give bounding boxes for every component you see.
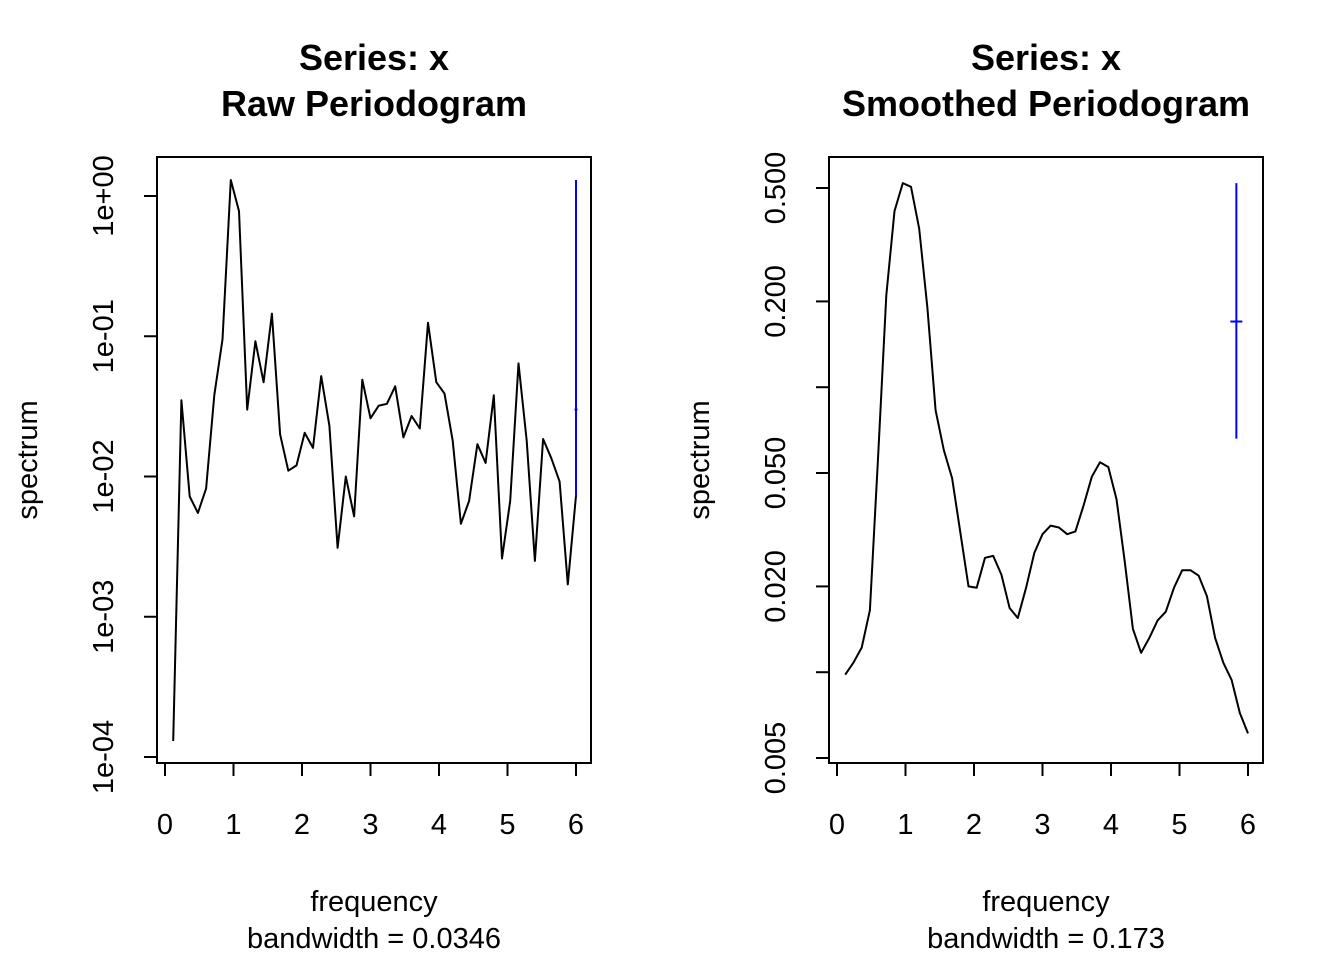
y-tick-label: 0.050 [760,437,792,510]
x-tick-label: 3 [362,809,378,841]
panel1-y-axis: 1e-04 1e-03 1e-02 1e-01 1e+00 [88,155,158,794]
x-tick-label: 5 [1171,809,1187,841]
panel1-x-axis: 0 1 2 3 4 5 6 [157,762,584,841]
x-tick-label: 5 [499,809,515,841]
y-tick-label: 1e-03 [88,580,120,654]
panel1-xlabel: frequency [310,886,438,918]
panel2-title: Series: x [971,37,1121,78]
y-tick-label: 1e-01 [88,299,120,373]
panel1-ci-bar [574,180,578,497]
y-tick-label: 1e-04 [88,720,120,794]
x-tick-label: 4 [1103,809,1119,841]
x-tick-label: 0 [829,809,845,841]
x-tick-label: 4 [431,809,447,841]
x-tick-label: 2 [294,809,310,841]
panel1-subtitle: Raw Periodogram [221,83,527,124]
y-tick-label: 0.500 [760,152,792,225]
panel1-bandwidth-label: bandwidth = 0.0346 [247,923,501,955]
panel2-y-axis: 0.005 0.020 0.050 0.200 0.500 [760,152,830,795]
series-line [844,182,1249,734]
panel2-plot-frame [828,156,1264,764]
panel1-ylabel: spectrum [12,400,44,519]
smoothed-periodogram-panel: Series: x Smoothed Periodogram 0 1 2 3 4 5 6 0… [684,37,1264,955]
panel1-plot-frame [156,156,592,764]
panel2-ylabel: spectrum [684,400,716,519]
y-tick-label: 0.200 [760,265,792,338]
x-tick-label: 2 [966,809,982,841]
panel2-subtitle: Smoothed Periodogram [842,83,1250,124]
x-tick-label: 1 [897,809,913,841]
panel2-ci-bar [1230,183,1243,439]
panel2-series [844,182,1249,734]
panel1-series [172,179,577,742]
x-tick-label: 0 [157,809,173,841]
panel2-bandwidth-label: bandwidth = 0.173 [927,923,1165,955]
series-line [172,179,577,742]
panel1-title: Series: x [299,37,449,78]
y-tick-label: 0.020 [760,550,792,623]
x-tick-label: 6 [568,809,584,841]
panel2-xlabel: frequency [982,886,1110,918]
y-tick-label: 1e+00 [88,155,120,236]
x-tick-label: 1 [225,809,241,841]
y-tick-label: 0.005 [760,722,792,795]
panel2-x-axis: 0 1 2 3 4 5 6 [829,762,1256,841]
y-tick-label: 1e-02 [88,439,120,513]
x-tick-label: 6 [1240,809,1256,841]
x-tick-label: 3 [1034,809,1050,841]
